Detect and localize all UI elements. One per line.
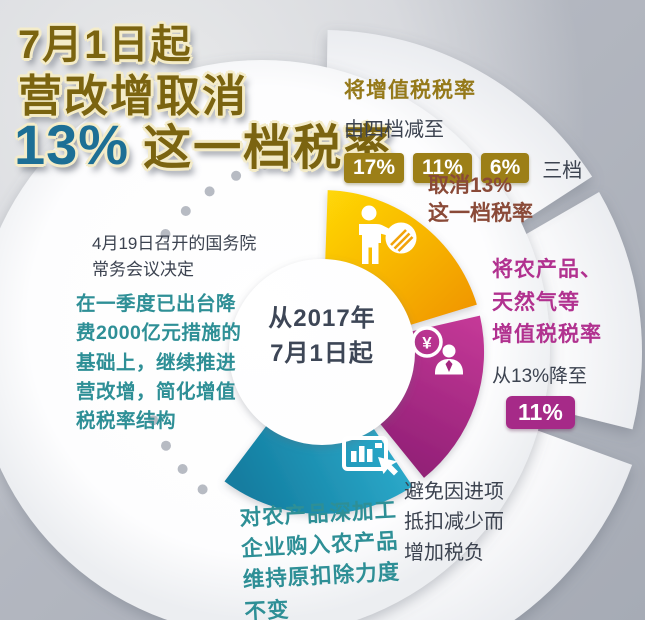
center-hub-circle <box>229 259 415 445</box>
yuan-glyph: ¥ <box>422 334 432 353</box>
dotted-arc-decoration <box>148 152 300 495</box>
pointer-hand-icon <box>378 457 398 476</box>
yuan-coin-person-icon: ¥ <box>411 326 463 375</box>
presenter-with-chart-icon <box>359 205 417 264</box>
bar-chart-pointer-icon <box>342 436 398 476</box>
